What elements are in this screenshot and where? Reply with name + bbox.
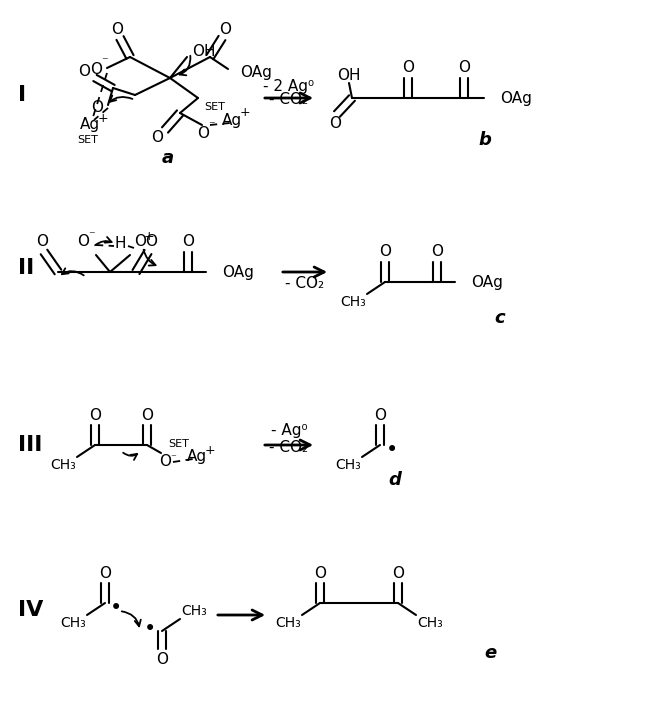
Text: H: H xyxy=(114,236,126,251)
Text: CH₃: CH₃ xyxy=(335,458,361,472)
Text: c: c xyxy=(495,309,505,327)
Text: a: a xyxy=(162,149,174,167)
Text: OH: OH xyxy=(337,68,361,84)
Text: CH₃: CH₃ xyxy=(275,616,301,630)
Text: II: II xyxy=(18,258,34,278)
Text: O: O xyxy=(219,23,231,38)
Text: ⁻: ⁻ xyxy=(208,119,214,133)
Text: OAg: OAg xyxy=(240,65,272,80)
Text: O: O xyxy=(89,408,101,422)
Text: SET: SET xyxy=(77,135,98,145)
Text: +: + xyxy=(98,111,108,124)
Text: OH: OH xyxy=(192,45,216,60)
Text: •: • xyxy=(144,619,156,639)
Text: - CO₂: - CO₂ xyxy=(285,276,325,292)
Text: O: O xyxy=(77,234,89,249)
Text: SET: SET xyxy=(204,102,225,112)
Text: - CO₂: - CO₂ xyxy=(269,92,309,107)
Text: O: O xyxy=(90,62,102,77)
Text: d: d xyxy=(389,471,401,489)
Text: OAg: OAg xyxy=(222,265,254,280)
Text: O: O xyxy=(151,131,163,146)
Text: CH₃: CH₃ xyxy=(60,616,86,630)
Text: ⁻: ⁻ xyxy=(170,453,176,463)
Text: O: O xyxy=(197,126,209,141)
Text: CH₃: CH₃ xyxy=(50,458,76,472)
Text: - CO₂: - CO₂ xyxy=(269,439,309,454)
Text: O: O xyxy=(182,234,194,249)
Text: CH₃: CH₃ xyxy=(181,604,207,618)
Text: ⁻: ⁻ xyxy=(101,55,108,68)
Text: - 2 Ag⁰: - 2 Ag⁰ xyxy=(263,79,315,94)
Text: O: O xyxy=(36,234,48,248)
Text: O: O xyxy=(141,408,153,422)
Text: b: b xyxy=(478,131,492,149)
Text: +: + xyxy=(144,231,154,244)
Text: O: O xyxy=(374,408,386,422)
Text: O: O xyxy=(134,234,146,249)
Text: O: O xyxy=(402,60,414,75)
Text: O: O xyxy=(379,244,391,259)
Text: O: O xyxy=(99,565,111,581)
Text: IV: IV xyxy=(18,600,43,620)
Text: I: I xyxy=(18,85,26,105)
Text: •: • xyxy=(386,440,398,460)
Text: O: O xyxy=(145,234,157,249)
Text: Ag: Ag xyxy=(222,112,242,128)
Text: O: O xyxy=(156,652,168,667)
Text: +: + xyxy=(240,106,250,119)
Text: O: O xyxy=(314,565,326,581)
Text: III: III xyxy=(18,435,42,455)
Text: OAg: OAg xyxy=(500,90,532,106)
Text: +: + xyxy=(204,444,215,457)
Text: O: O xyxy=(431,244,443,259)
Text: e: e xyxy=(484,644,496,662)
Text: O: O xyxy=(111,23,123,38)
Text: O: O xyxy=(159,454,171,469)
Text: CH₃: CH₃ xyxy=(417,616,443,630)
Text: O: O xyxy=(91,101,103,116)
Text: O: O xyxy=(458,60,470,75)
Text: Ag: Ag xyxy=(187,449,207,464)
Text: CH₃: CH₃ xyxy=(340,295,366,309)
Text: SET: SET xyxy=(168,439,190,449)
Text: ⁻: ⁻ xyxy=(88,229,94,243)
Text: Ag: Ag xyxy=(80,117,100,133)
Text: O: O xyxy=(78,65,90,80)
Text: - Ag⁰: - Ag⁰ xyxy=(271,423,307,439)
Text: O: O xyxy=(392,565,404,581)
Text: OAg: OAg xyxy=(471,275,503,290)
Text: O: O xyxy=(329,116,341,131)
Text: •: • xyxy=(110,598,122,618)
